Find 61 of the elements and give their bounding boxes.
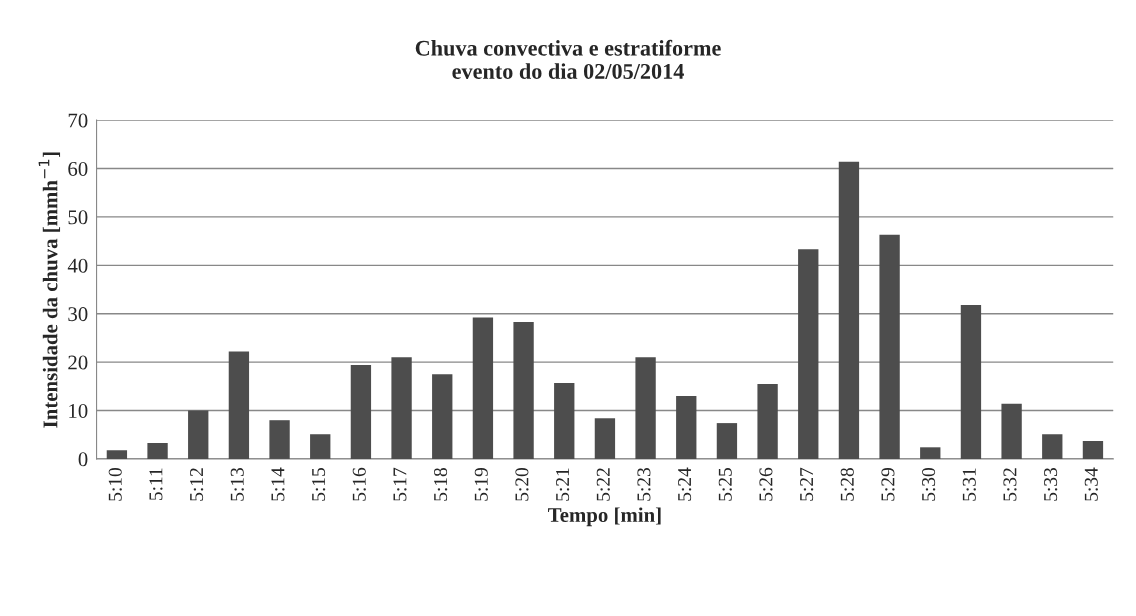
x-tick-label: 5:34 (1084, 467, 1098, 501)
bar (513, 321, 534, 459)
x-tick-label: 5:17 (393, 467, 407, 501)
bar (350, 365, 372, 459)
y-tick-label: 30 (68, 307, 88, 322)
x-tick-label: 5:25 (718, 468, 732, 501)
bar (1042, 434, 1063, 459)
y-tick-label: 70 (68, 113, 88, 128)
x-tick-label: 5:11 (149, 468, 163, 500)
bar (960, 305, 982, 459)
bar (228, 351, 250, 459)
x-tick-label: 5:30 (922, 467, 936, 501)
bar (879, 234, 900, 459)
y-tick-label: 50 (68, 210, 88, 225)
x-tick-label: 5:19 (474, 468, 488, 501)
bar (147, 442, 168, 459)
x-tick-label: 5:26 (759, 467, 773, 501)
x-tick-label: 5:18 (433, 467, 448, 501)
bar (757, 383, 778, 459)
x-tick-label: 5:27 (800, 467, 814, 501)
x-tick-label: 5:14 (271, 467, 285, 501)
x-tick-label: 5:33 (1044, 468, 1058, 501)
x-tick-label: 5:28 (840, 467, 854, 501)
bar (106, 450, 128, 459)
bar (594, 418, 616, 459)
bar (432, 374, 453, 459)
x-tick-label: 5:16 (352, 467, 366, 501)
y-axis-title: Intensidade da chuva [mmh$^{−1}$] (38, 152, 61, 428)
x-axis-title: Tempo [min] (548, 507, 661, 527)
y-tick-label: 60 (68, 161, 88, 176)
x-tick-label: 5:21 (556, 468, 570, 501)
y-tick-label: 20 (68, 355, 88, 370)
bar (269, 420, 290, 459)
bar (391, 357, 412, 459)
x-tick-label: 5:12 (190, 468, 204, 501)
x-tick-label: 5:24 (678, 467, 692, 501)
y-tick-label: 0 (78, 452, 88, 467)
bar (1001, 403, 1022, 459)
bar (920, 447, 941, 459)
x-tick-label: 5:23 (637, 468, 651, 501)
x-tick-label: 5:10 (108, 467, 122, 501)
bar (554, 382, 575, 459)
bar (472, 317, 494, 459)
x-tick-label: 5:15 (312, 468, 326, 501)
x-tick-label: 5:31 (962, 468, 976, 501)
x-tick-label: 5:29 (881, 468, 895, 501)
bar (676, 396, 697, 459)
x-tick-label: 5:20 (515, 467, 529, 501)
x-tick-label: 5:13 (230, 468, 244, 501)
bar (798, 249, 819, 459)
bar (838, 161, 860, 459)
bar (188, 410, 209, 459)
x-tick-label: 5:32 (1003, 468, 1017, 501)
y-tick-label: 10 (69, 403, 88, 418)
x-tick-label: 5:22 (596, 468, 610, 501)
chart-title: Chuva convectiva e estratiforme evento do dia 02/05/2014 (415, 39, 721, 79)
bar (635, 357, 656, 459)
y-tick-label: 40 (67, 258, 88, 273)
bar (1082, 441, 1104, 459)
bar (716, 423, 738, 459)
bar (310, 434, 331, 459)
